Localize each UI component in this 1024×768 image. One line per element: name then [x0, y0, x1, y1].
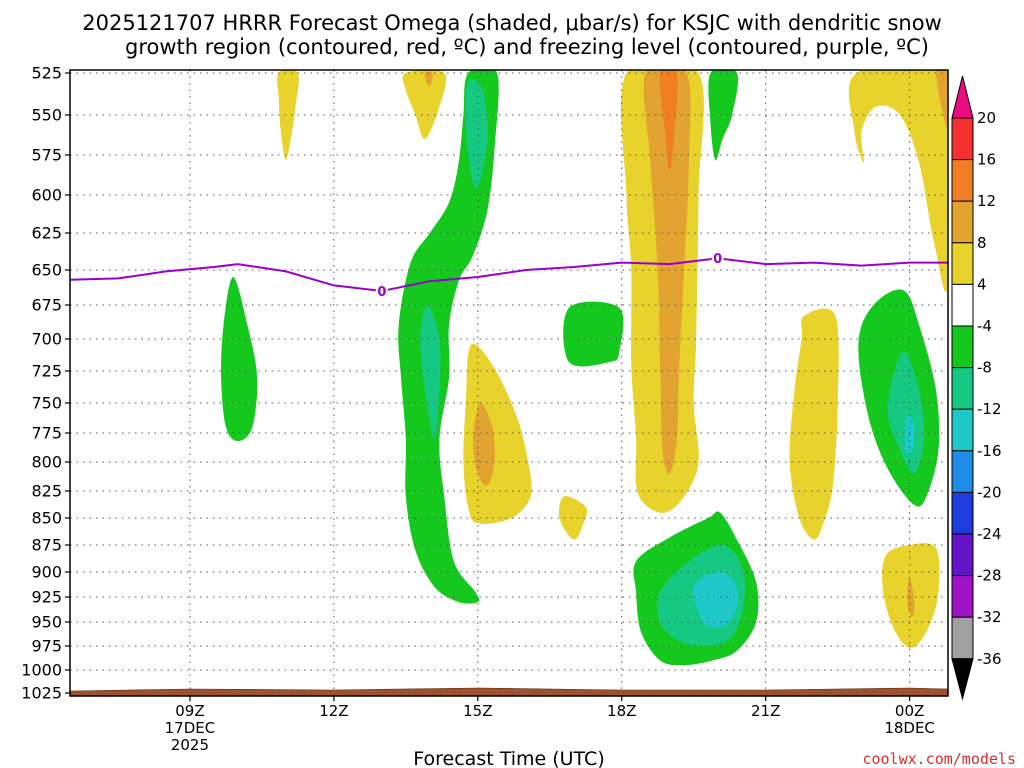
colorbar-label: 16 — [977, 151, 996, 169]
colorbar-label: -20 — [977, 483, 1002, 501]
colorbar-bottom-arrow — [951, 658, 974, 701]
freezing-contour-label: 0 — [713, 252, 722, 267]
pressure-axis: 525 550 575 600 625 650 675 700 725 750 775 800 825 8… — [21, 64, 70, 703]
colorbar-bin — [951, 200, 974, 244]
x-tick-label: 12Z — [319, 702, 348, 720]
colorbar-label: 4 — [977, 275, 987, 293]
colorbar-bin — [951, 575, 974, 618]
omega-region-yellow-mid-2 — [789, 308, 839, 540]
y-tick-label: 900 — [31, 563, 62, 582]
x-tick-date: 18DEC — [884, 719, 935, 737]
y-tick-label: 650 — [31, 261, 62, 280]
ground-terrain — [70, 687, 948, 696]
x-tick-label: 18Z — [607, 702, 636, 720]
omega-region-yellow-small-1 — [558, 496, 588, 540]
colorbar-bin — [951, 242, 974, 285]
colorbar-label: -8 — [977, 359, 992, 377]
colorbar: 20 16 12 8 4 -4 -8 -12 -16 -20 -24 -28 -32 -36 — [951, 75, 1002, 701]
omega-region-yellow-top-right-big — [848, 70, 948, 293]
colorbar-label: -32 — [977, 608, 1002, 626]
credit-text: coolwx.com/models — [862, 750, 1016, 768]
y-tick-label: 1025 — [21, 684, 62, 703]
y-tick-label: 975 — [31, 637, 62, 656]
colorbar-bin — [951, 325, 974, 369]
x-tick-date: 17DEC — [165, 719, 216, 737]
x-tick-label: 09Z — [175, 702, 204, 720]
omega-region-orange-storm-column — [643, 70, 691, 474]
colorbar-bin — [951, 117, 974, 161]
y-tick-label: 550 — [31, 106, 62, 125]
colorbar-label: -16 — [977, 442, 1002, 460]
omega-region-green-main-band — [398, 70, 499, 604]
y-tick-label: 725 — [31, 362, 62, 381]
y-tick-label: 925 — [31, 588, 62, 607]
omega-region-green-left-blob — [221, 277, 258, 442]
y-tick-label: 525 — [31, 64, 62, 83]
omega-region-cyan-low-blob — [693, 571, 738, 629]
y-tick-label: 800 — [31, 453, 62, 472]
omega-region-teal-main-upper — [465, 78, 488, 189]
omega-region-orange-top-right-edge — [936, 70, 948, 131]
colorbar-top-arrow — [951, 75, 974, 119]
omega-region-dry-yellow-top-2 — [402, 70, 447, 140]
contour-label-bg — [711, 250, 724, 265]
chart-title-line-1: 2025121707 HRRR Forecast Omega (shaded, … — [82, 11, 942, 35]
colorbar-bin — [951, 533, 974, 577]
colorbar-label: -28 — [977, 567, 1002, 585]
freezing-level-contour: 00 — [70, 250, 948, 300]
x-tick-label: 15Z — [463, 702, 492, 720]
omega-shaded-regions — [221, 70, 948, 666]
omega-region-teal-main-lower — [420, 305, 441, 439]
ground-surface — [70, 687, 948, 696]
omega-region-orange-low-right — [907, 577, 915, 617]
colorbar-bin — [951, 491, 974, 535]
colorbar-bin — [951, 367, 974, 410]
omega-region-green-top-right-1 — [708, 70, 739, 160]
omega-region-dry-orange-top-2 — [424, 71, 433, 87]
grid-lines — [70, 70, 948, 696]
y-tick-label: 875 — [31, 536, 62, 555]
omega-region-teal-right-blob — [887, 351, 925, 474]
y-tick-label: 1000 — [21, 661, 62, 680]
y-tick-label: 825 — [31, 482, 62, 501]
x-axis-label: Forecast Time (UTC) — [413, 748, 604, 768]
y-tick-label: 700 — [31, 330, 62, 349]
colorbar-label: -36 — [977, 650, 1002, 668]
y-tick-label: 775 — [31, 424, 62, 443]
colorbar-label: 20 — [977, 109, 996, 127]
omega-region-dry-yellow-top-1 — [277, 70, 299, 160]
colorbar-bin — [951, 408, 974, 452]
y-tick-label: 575 — [31, 146, 62, 165]
y-tick-label: 675 — [31, 296, 62, 315]
plot-frame — [69, 69, 949, 697]
omega-region-dark-orange-storm-top — [659, 70, 678, 171]
colorbar-label: -4 — [977, 317, 992, 335]
omega-region-orange-mid-1 — [472, 402, 495, 486]
y-tick-label: 750 — [31, 394, 62, 413]
y-tick-label: 625 — [31, 224, 62, 243]
colorbar-label: -24 — [977, 525, 1002, 543]
y-tick-label: 950 — [31, 613, 62, 632]
y-tick-label: 850 — [31, 509, 62, 528]
x-tick-label: 00Z — [895, 702, 924, 720]
colorbar-bin — [951, 159, 974, 202]
colorbar-label: -12 — [977, 400, 1002, 418]
x-tick-year: 2025 — [171, 736, 209, 754]
colorbar-bin — [951, 450, 974, 493]
freezing-level-line — [70, 257, 948, 293]
colorbar-bin — [951, 283, 974, 327]
freezing-contour-label: 0 — [377, 285, 386, 300]
y-tick-label: 600 — [31, 186, 62, 205]
colorbar-label: 12 — [977, 192, 996, 210]
contour-label-bg — [375, 283, 388, 297]
colorbar-label: 8 — [977, 234, 987, 252]
x-tick-label: 21Z — [751, 702, 780, 720]
colorbar-bin — [951, 616, 974, 660]
chart-title-line-2: growth region (contoured, red, ºC) and f… — [125, 35, 929, 59]
omega-region-green-square — [563, 301, 624, 367]
